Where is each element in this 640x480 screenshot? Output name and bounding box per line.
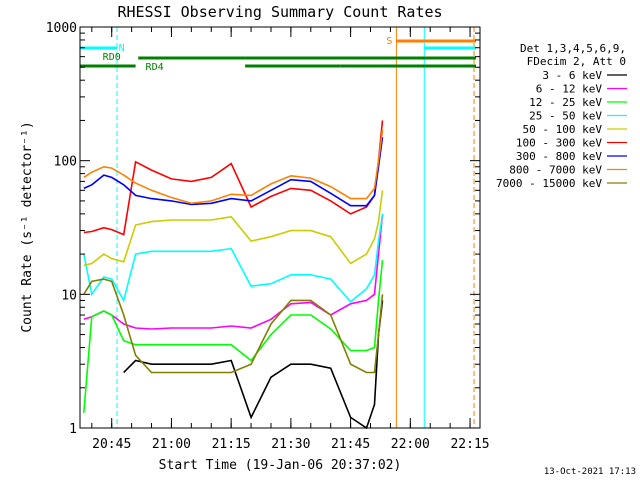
- x-tick-label-0: 20:45: [92, 437, 131, 452]
- state-bar-label-s: S: [386, 36, 392, 47]
- legend-label-4: 50 - 100 keV: [523, 123, 603, 136]
- y-tick-label-3: 1000: [46, 21, 77, 36]
- legend-label-0: 3 - 6 keV: [542, 69, 602, 82]
- legend-header-line-1: Det 1,3,4,5,6,9,: [520, 42, 626, 55]
- state-bar-label-n: N: [119, 43, 125, 54]
- plot-frame: [79, 26, 481, 429]
- axes: 20:45 21:00 21:15 21:30 21:45 22:00 22:15 1 10 10…: [46, 21, 490, 452]
- legend-label-1: 6 - 12 keV: [536, 83, 603, 96]
- chart-title: RHESSI Observing Summary Count Rates: [117, 3, 442, 21]
- legend-label-3: 25 - 50 keV: [529, 110, 602, 123]
- x-tick-label-6: 22:15: [450, 437, 489, 452]
- y-tick-label-1: 10: [61, 288, 77, 303]
- legend-label-8: 7000 - 15000 keV: [496, 177, 602, 190]
- x-tick-label-1: 21:00: [152, 437, 191, 452]
- legend-label-7: 800 - 7000 keV: [509, 164, 602, 177]
- series-line-1: [83, 213, 384, 330]
- legend-header-line-2: FDecim 2, Att 0: [527, 55, 626, 68]
- legend-label-5: 100 - 300 keV: [516, 137, 602, 150]
- x-tick-label-3: 21:30: [271, 437, 310, 452]
- series-line-8: [83, 278, 384, 374]
- x-axis-label: Start Time (19-Jan-06 20:37:02): [159, 458, 402, 473]
- y-tick-label-0: 1: [69, 422, 77, 437]
- x-tick-label-5: 22:00: [391, 437, 430, 452]
- state-bar-label-rd4: RD4: [146, 62, 164, 73]
- legend-label-2: 12 - 25 keV: [529, 96, 602, 109]
- series-line-3: [83, 213, 384, 303]
- state-bar-label-rd0: RD0: [103, 52, 121, 63]
- y-tick-label-2: 100: [54, 155, 77, 170]
- y-axis-label: Count Rate (s⁻¹ detector⁻¹): [20, 121, 35, 332]
- series-line-2: [83, 260, 384, 413]
- x-tick-label-4: 21:45: [331, 437, 370, 452]
- series-line-6: [83, 136, 384, 207]
- plot-area: N S RD0 RD4: [80, 27, 477, 430]
- legend-label-6: 300 - 800 keV: [516, 150, 602, 163]
- footer-timestamp: 13-Oct-2021 17:13: [544, 467, 636, 477]
- series-line-7: [83, 129, 384, 205]
- series-line-4: [83, 190, 384, 267]
- series-line-5: [83, 120, 384, 236]
- x-tick-label-2: 21:15: [212, 437, 251, 452]
- series-line-0: [123, 300, 384, 430]
- legend: Det 1,3,4,5,6,9, FDecim 2, Att 0 3 - 6 k…: [496, 42, 627, 190]
